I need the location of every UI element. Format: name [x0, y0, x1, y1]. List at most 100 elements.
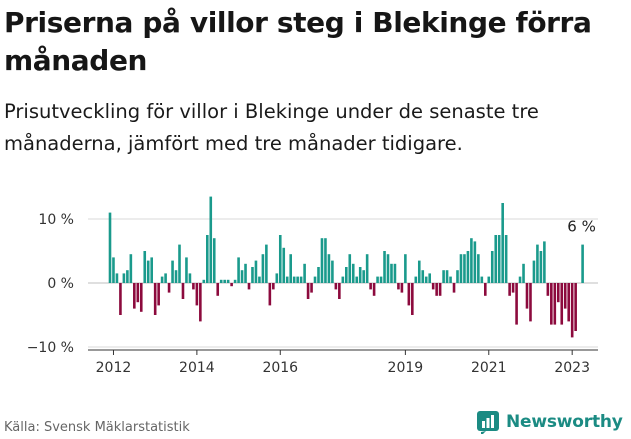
x-tick-label: 2012 — [96, 360, 132, 376]
latest-value-label: 6 % — [567, 218, 596, 236]
bar — [324, 238, 327, 283]
bar — [539, 251, 543, 283]
bar — [400, 283, 404, 293]
bar — [428, 273, 431, 283]
bar — [480, 276, 484, 283]
bar — [560, 283, 564, 325]
bar — [459, 254, 463, 283]
bar — [487, 276, 491, 283]
newsworthy-logo-icon — [477, 411, 499, 434]
bar — [282, 247, 286, 283]
bar — [310, 283, 313, 293]
bar — [164, 273, 167, 283]
bar — [442, 270, 445, 283]
bar — [306, 283, 310, 299]
bar — [219, 279, 223, 283]
brand-logo-group[interactable]: Newsworthy — [476, 409, 623, 435]
bar — [150, 257, 153, 283]
bar — [157, 283, 160, 306]
bar — [171, 260, 174, 283]
bar — [247, 283, 251, 290]
bar — [251, 267, 254, 283]
bar — [463, 254, 466, 283]
bar — [470, 238, 473, 283]
bar — [345, 267, 348, 283]
bar — [529, 283, 532, 322]
bar-chart: 10 % 0 % −10 % 2012 2014 2016 2019 2021 2023 6 … — [27, 196, 598, 376]
bar — [376, 276, 379, 283]
bar — [449, 276, 452, 283]
bar — [143, 251, 147, 283]
bar — [456, 270, 459, 283]
bar — [515, 283, 518, 325]
page-subtitle: Prisutveckling för villor i Blekinge und… — [4, 100, 539, 155]
bar — [477, 254, 480, 283]
bar — [404, 254, 407, 283]
bar — [338, 283, 341, 299]
bar — [167, 283, 171, 293]
bar — [185, 257, 188, 283]
bar — [411, 283, 414, 315]
bar — [126, 270, 129, 283]
bar — [581, 244, 584, 283]
bar — [195, 283, 199, 306]
bar — [153, 283, 157, 315]
bar — [230, 283, 233, 287]
bars — [108, 196, 584, 338]
bar — [390, 263, 393, 283]
bar — [550, 283, 553, 325]
bar — [372, 283, 376, 296]
bar — [362, 270, 365, 283]
x-axis: 2012 2014 2016 2019 2021 2023 — [88, 349, 598, 376]
bar — [355, 276, 359, 283]
bar — [265, 244, 268, 283]
bar — [511, 283, 515, 293]
bar — [570, 283, 574, 338]
bar — [146, 260, 150, 283]
bar — [553, 283, 557, 325]
bar — [397, 283, 400, 290]
y-tick-label: −10 % — [27, 340, 74, 356]
bar — [320, 238, 324, 283]
bar — [536, 244, 539, 283]
bar — [466, 251, 470, 283]
bar — [112, 257, 115, 283]
bar — [268, 283, 272, 306]
bar — [237, 257, 240, 283]
bar — [122, 273, 126, 283]
bar — [212, 238, 216, 283]
bar — [188, 273, 192, 283]
bar — [556, 283, 560, 303]
x-tick-label: 2021 — [471, 360, 507, 376]
bar — [303, 263, 306, 283]
bar — [438, 283, 442, 296]
bar — [435, 283, 438, 296]
bar — [563, 283, 567, 309]
bar — [278, 235, 282, 283]
bar — [272, 283, 275, 290]
bar — [240, 270, 244, 283]
bar — [525, 283, 529, 309]
bar — [313, 276, 317, 283]
bar — [365, 254, 369, 283]
bar — [508, 283, 511, 296]
bar — [379, 276, 383, 283]
bar — [494, 235, 498, 283]
y-tick-label: 10 % — [38, 212, 74, 228]
bar — [452, 283, 456, 293]
bar — [504, 235, 508, 283]
bar — [289, 254, 292, 283]
bar — [532, 260, 536, 283]
bar — [490, 251, 494, 283]
bar — [383, 251, 386, 283]
bar — [202, 279, 206, 283]
bar — [501, 203, 504, 283]
bar — [334, 283, 338, 290]
bar — [160, 276, 164, 283]
bar — [351, 263, 355, 283]
bar — [254, 260, 258, 283]
bar — [133, 283, 136, 309]
bar — [223, 279, 226, 283]
bar — [299, 276, 303, 283]
y-tick-label: 0 % — [47, 276, 74, 292]
